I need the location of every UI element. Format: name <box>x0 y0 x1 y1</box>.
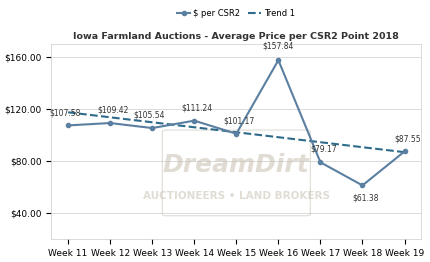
$ per CSR2 <box>318 161 323 164</box>
Trend 1 <box>360 146 365 149</box>
Text: DreamDirt: DreamDirt <box>163 153 310 177</box>
Text: $111.24: $111.24 <box>181 103 212 112</box>
Trend 1 <box>150 121 155 124</box>
Trend 1 <box>234 131 239 134</box>
$ per CSR2 <box>65 124 71 127</box>
Trend 1 <box>192 126 197 129</box>
Line: Trend 1: Trend 1 <box>68 112 405 152</box>
$ per CSR2 <box>360 184 365 187</box>
Text: $101.17: $101.17 <box>224 116 255 125</box>
Trend 1 <box>402 151 407 154</box>
$ per CSR2 <box>402 150 407 153</box>
$ per CSR2 <box>234 132 239 135</box>
Text: AUCTIONEERS • LAND BROKERS: AUCTIONEERS • LAND BROKERS <box>143 191 330 201</box>
Text: $61.38: $61.38 <box>352 193 378 202</box>
Text: $87.55: $87.55 <box>394 134 421 143</box>
Trend 1 <box>318 141 323 144</box>
Trend 1 <box>276 136 281 139</box>
Legend: $ per CSR2, Trend 1: $ per CSR2, Trend 1 <box>174 6 299 21</box>
Title: Iowa Farmland Auctions - Average Price per CSR2 Point 2018: Iowa Farmland Auctions - Average Price p… <box>74 32 399 41</box>
$ per CSR2 <box>192 119 197 122</box>
$ per CSR2 <box>276 59 281 62</box>
Text: $107.58: $107.58 <box>49 108 81 117</box>
Text: $79.17: $79.17 <box>310 145 337 154</box>
Text: $157.84: $157.84 <box>263 41 294 51</box>
Text: $105.54: $105.54 <box>134 111 165 120</box>
Trend 1 <box>108 116 113 119</box>
Trend 1 <box>65 111 71 114</box>
Line: $ per CSR2: $ per CSR2 <box>66 58 407 188</box>
$ per CSR2 <box>108 122 113 125</box>
$ per CSR2 <box>150 127 155 130</box>
Text: $109.42: $109.42 <box>97 106 129 115</box>
